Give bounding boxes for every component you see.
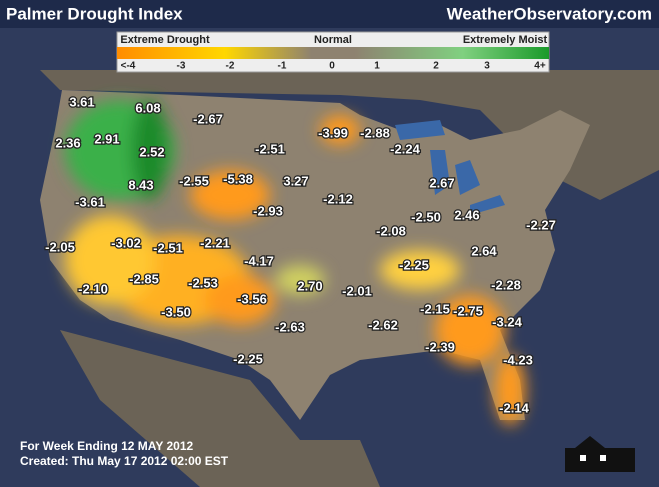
legend-bar	[117, 47, 549, 59]
legend-label: Normal	[314, 34, 352, 46]
legend-tick: -2	[226, 61, 235, 72]
drought-shading	[65, 100, 525, 425]
station-value: 2.64	[471, 243, 497, 258]
station-value: -2.67	[193, 111, 223, 126]
station-value: -4.17	[244, 253, 274, 268]
station-value: -5.38	[223, 171, 253, 186]
station-value: 2.67	[429, 175, 454, 190]
legend-tick: 1	[374, 61, 380, 72]
legend-tick: 0	[329, 61, 335, 72]
station-value: -2.51	[255, 141, 285, 156]
station-value: -3.02	[111, 235, 141, 250]
station-value: 2.91	[94, 131, 119, 146]
station-value: -2.85	[129, 271, 159, 286]
station-value: 3.61	[69, 94, 94, 109]
footer-created: Created: Thu May 17 2012 02:00 EST	[20, 454, 229, 468]
station-value: -2.28	[491, 277, 521, 292]
station-value: -3.99	[318, 125, 348, 140]
station-value: -2.25	[233, 351, 263, 366]
legend-label: Extreme Drought	[120, 34, 210, 46]
legend-tick: <-4	[121, 61, 136, 72]
legend-tick: 3	[484, 61, 490, 72]
legend-tick: 2	[433, 61, 439, 72]
station-value: 3.27	[283, 173, 308, 188]
station-value: -2.88	[360, 125, 390, 140]
legend-label: Extremely Moist	[463, 34, 548, 46]
station-value: -3.56	[237, 291, 267, 306]
station-value: -2.63	[275, 319, 305, 334]
station-value: -3.50	[161, 304, 191, 319]
station-value: -3.24	[492, 314, 522, 329]
station-value: 2.70	[297, 278, 322, 293]
site: WeatherObservatory.com	[447, 4, 652, 23]
station-value: -2.15	[420, 301, 450, 316]
station-value: -2.53	[188, 275, 218, 290]
station-value: -2.14	[499, 400, 529, 415]
station-value: -2.05	[45, 239, 75, 254]
value-labels: 3.61 6.08 -2.67 2.91 2.36 2.52 -2.51 -3.99 -2.88…	[44, 93, 557, 417]
station-value: -2.21	[200, 235, 230, 250]
station-value: -2.50	[411, 209, 441, 224]
station-value: -2.62	[368, 317, 398, 332]
station-value: 2.36	[55, 135, 80, 150]
station-value: -2.10	[78, 281, 108, 296]
canada	[40, 70, 659, 200]
legend-tick: -1	[278, 61, 287, 72]
mexico	[60, 330, 380, 487]
station-value: -2.25	[399, 257, 429, 272]
station-value: -2.01	[342, 283, 372, 298]
title: Palmer Drought Index	[6, 4, 183, 23]
station-value: 6.08	[135, 100, 160, 115]
station-value: -2.12	[323, 191, 353, 206]
station-value: -2.55	[179, 173, 209, 188]
legend-tick: -3	[177, 61, 186, 72]
station-value: -2.93	[253, 203, 283, 218]
station-value: -2.39	[425, 339, 455, 354]
station-value: -2.24	[390, 141, 420, 156]
station-value: 2.52	[139, 144, 164, 159]
legend: Extreme Drought Normal Extremely Moist <-4 -…	[120, 34, 547, 72]
logo	[565, 436, 635, 472]
footer-week: For Week Ending 12 MAY 2012	[20, 439, 194, 453]
legend-tick: 4+	[534, 61, 546, 72]
station-value: -2.27	[526, 217, 556, 232]
station-value: -2.75	[453, 303, 483, 318]
station-value: -3.61	[75, 194, 105, 209]
station-value: 8.43	[128, 177, 153, 192]
header-bar	[0, 0, 659, 28]
station-value: -2.08	[376, 223, 406, 238]
station-value: -2.51	[153, 240, 183, 255]
station-value: -4.23	[503, 352, 533, 367]
station-value: 2.46	[454, 207, 479, 222]
great-lakes	[395, 120, 505, 215]
